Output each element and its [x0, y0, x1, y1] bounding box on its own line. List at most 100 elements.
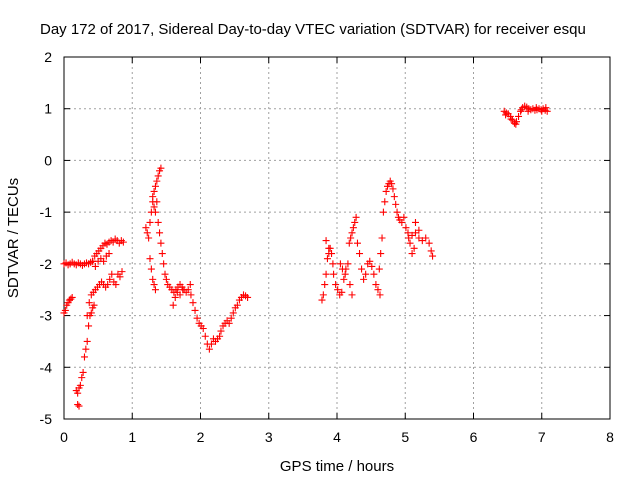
data-point — [330, 270, 338, 278]
data-point — [108, 270, 116, 278]
data-point — [78, 374, 86, 382]
data-point — [83, 312, 91, 320]
data-point — [322, 270, 330, 278]
data-point — [517, 107, 525, 115]
data-point — [524, 107, 532, 115]
data-point — [360, 275, 368, 283]
data-point — [80, 353, 88, 361]
data-point — [74, 389, 82, 397]
data-point — [344, 260, 352, 268]
data-point — [352, 213, 360, 221]
data-point — [205, 345, 213, 353]
y-tick-label: -2 — [40, 256, 53, 272]
y-tick-label: -4 — [40, 359, 53, 375]
data-point — [217, 327, 225, 335]
data-point — [542, 104, 550, 112]
data-point — [374, 286, 382, 294]
x-tick-label: 4 — [333, 429, 341, 445]
data-point — [408, 250, 416, 258]
data-point — [411, 218, 419, 226]
data-point — [154, 172, 162, 180]
data-point — [169, 301, 177, 309]
data-point — [358, 265, 366, 273]
data-point — [151, 182, 159, 190]
data-point — [244, 293, 252, 301]
data-point — [171, 293, 179, 301]
data-point — [328, 250, 336, 258]
data-point — [106, 275, 114, 283]
data-point — [85, 299, 93, 307]
data-point — [356, 250, 364, 258]
data-point — [429, 252, 437, 260]
data-point — [119, 238, 127, 246]
data-point — [112, 281, 120, 289]
data-point — [382, 187, 390, 195]
data-point — [61, 306, 69, 314]
x-tick-label: 3 — [265, 429, 273, 445]
data-point — [68, 293, 76, 301]
data-point — [325, 244, 333, 252]
data-point — [176, 291, 184, 299]
x-tick-label: 8 — [606, 429, 614, 445]
data-point — [319, 291, 327, 299]
data-point — [381, 198, 389, 206]
data-point — [347, 234, 355, 242]
data-point — [75, 402, 83, 410]
y-tick-label: 0 — [44, 152, 52, 168]
data-point — [323, 255, 331, 263]
data-point — [388, 180, 396, 188]
data-point — [346, 281, 354, 289]
data-point — [151, 286, 159, 294]
data-point — [406, 239, 414, 247]
data-point — [90, 301, 98, 309]
x-tick-label: 1 — [128, 429, 136, 445]
data-point — [87, 309, 95, 317]
data-point — [146, 255, 154, 263]
data-point — [67, 295, 75, 303]
data-point — [340, 275, 348, 283]
data-point — [74, 401, 82, 409]
data-point — [85, 322, 93, 330]
data-point — [329, 260, 337, 268]
data-point — [538, 107, 546, 115]
data-points — [60, 102, 551, 410]
data-point — [362, 270, 370, 278]
data-point — [398, 218, 406, 226]
data-point — [118, 268, 126, 276]
data-point — [229, 309, 237, 317]
data-point — [377, 250, 385, 258]
data-point — [161, 270, 169, 278]
data-point — [400, 213, 408, 221]
data-point — [389, 185, 397, 193]
data-point — [390, 193, 398, 201]
data-point — [154, 218, 162, 226]
data-point — [157, 239, 165, 247]
data-point — [393, 208, 401, 216]
data-point — [162, 275, 170, 283]
data-point — [157, 164, 165, 172]
data-point — [410, 244, 418, 252]
data-point — [336, 260, 344, 268]
x-tick-label: 6 — [470, 429, 478, 445]
data-point — [193, 314, 201, 322]
data-point — [321, 281, 329, 289]
data-point — [422, 234, 430, 242]
data-point — [318, 296, 326, 304]
data-point — [379, 208, 387, 216]
y-tick-label: 1 — [44, 101, 52, 117]
data-point — [332, 281, 340, 289]
y-tick-label: -3 — [40, 308, 53, 324]
data-point — [376, 291, 384, 299]
y-tick-labels: -5 -4 -3 -2 -1 0 1 2 — [40, 49, 53, 427]
data-point — [150, 203, 158, 211]
data-point — [150, 187, 158, 195]
y-tick-label: -5 — [40, 411, 53, 427]
data-point — [345, 239, 353, 247]
data-point — [404, 229, 412, 237]
x-tick-label: 0 — [60, 429, 68, 445]
data-point — [187, 291, 195, 299]
data-point — [153, 198, 161, 206]
x-tick-label: 5 — [401, 429, 409, 445]
chart-title: Day 172 of 2017, Sidereal Day-to-day VTE… — [40, 21, 586, 38]
data-point — [104, 281, 112, 289]
